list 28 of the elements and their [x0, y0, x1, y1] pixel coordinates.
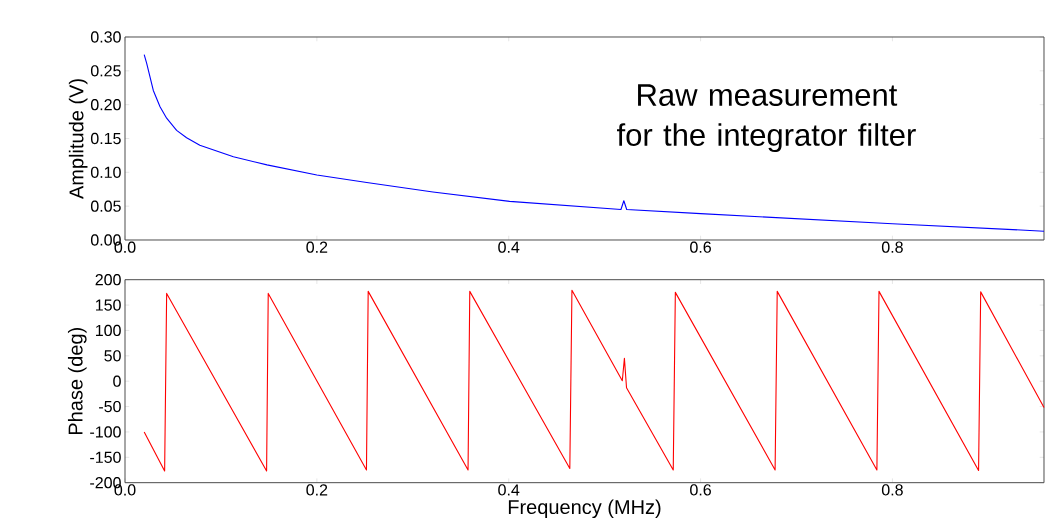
line-series — [143, 54, 1045, 232]
x-tick-label: 0.8 — [881, 241, 903, 253]
y-tick-label: 0.10 — [90, 166, 121, 178]
x-tick-label: 0.6 — [690, 241, 711, 253]
y-tick-label: 0.15 — [90, 132, 121, 145]
y-tick-label: 0.25 — [90, 65, 121, 77]
y-tick-label: 200 — [95, 274, 121, 286]
y-tick-label: 0.20 — [90, 99, 121, 111]
x-tick-label: 0.6 — [690, 484, 711, 496]
y-tick-label: -150 — [90, 451, 121, 463]
y-tick-label: 0.30 — [90, 31, 121, 43]
line-series — [143, 289, 1045, 472]
y-axis-title: Amplitude (V) — [68, 79, 88, 200]
y-axis-title: Phase (deg) — [67, 327, 87, 435]
y-tick-label: -50 — [99, 400, 121, 413]
y-tick-label: 150 — [96, 299, 121, 311]
y-tick-label: 0.05 — [90, 200, 121, 212]
x-tick-label: 0.2 — [306, 241, 328, 253]
x-tick-label: 0.4 — [498, 241, 520, 253]
x-tick-label: 0.8 — [881, 484, 903, 496]
y-tick-label: 100 — [96, 324, 121, 337]
x-tick-label: 0.2 — [306, 484, 328, 496]
annotation: Raw measurement for the integrator filter — [617, 84, 916, 153]
x-axis-title: Frequency (MHz) — [508, 499, 661, 519]
y-tick-label: 50 — [104, 350, 121, 362]
x-tick-label: 0.4 — [498, 484, 520, 496]
y-tick-label: 0 — [113, 375, 121, 387]
y-tick-label: -100 — [90, 426, 121, 438]
